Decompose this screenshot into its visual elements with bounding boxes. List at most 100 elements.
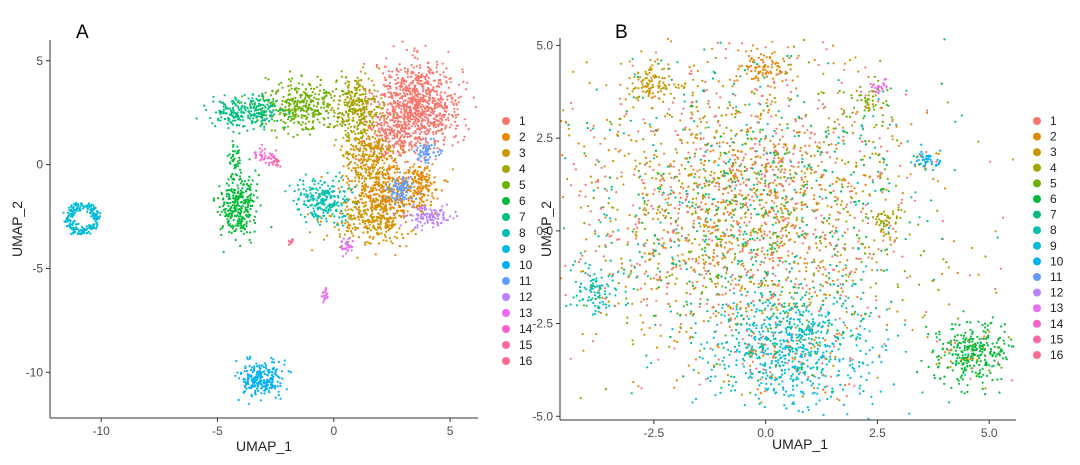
point-cluster-1 [383, 119, 386, 122]
point-cluster-12 [437, 217, 440, 220]
point-cluster-1 [384, 128, 387, 131]
point-cluster-4 [347, 116, 350, 119]
point-cluster-10 [244, 381, 247, 384]
point-cluster-5 [344, 123, 347, 127]
point-cluster-5 [296, 108, 299, 111]
point-cluster-3 [352, 130, 355, 133]
point-cluster-2 [662, 242, 666, 245]
point-cluster-7 [214, 111, 217, 114]
point-cluster-1 [734, 317, 737, 320]
point-cluster-4 [359, 119, 362, 122]
point-cluster-16 [289, 241, 292, 244]
point-cluster-2 [370, 202, 373, 205]
point-cluster-5 [282, 120, 285, 123]
point-cluster-2 [402, 209, 405, 212]
point-cluster-8 [315, 199, 319, 202]
point-cluster-6 [239, 177, 242, 180]
point-cluster-3 [366, 129, 369, 132]
point-cluster-9 [67, 206, 71, 209]
point-cluster-4 [349, 104, 352, 107]
point-cluster-1 [445, 110, 448, 113]
point-cluster-4 [362, 105, 365, 108]
point-cluster-2 [644, 156, 648, 159]
point-cluster-2 [381, 159, 384, 162]
point-cluster-3 [382, 196, 385, 199]
point-cluster-1 [403, 82, 406, 85]
point-cluster-3 [716, 229, 719, 232]
point-cluster-5 [762, 109, 765, 112]
point-cluster-3 [364, 177, 367, 180]
point-cluster-5 [310, 127, 313, 131]
point-cluster-3 [385, 158, 388, 161]
point-cluster-3 [789, 169, 792, 172]
point-cluster-1 [423, 130, 426, 134]
point-cluster-10 [264, 389, 267, 392]
y-tick-label: -5 [32, 261, 43, 275]
point-cluster-2 [426, 184, 429, 187]
point-cluster-4 [352, 116, 355, 119]
point-cluster-7 [249, 106, 252, 109]
point-cluster-1 [399, 101, 402, 104]
point-cluster-12 [445, 203, 449, 206]
point-cluster-11 [415, 197, 418, 200]
point-cluster-6 [237, 187, 240, 190]
point-cluster-7 [225, 106, 228, 109]
point-cluster-7 [818, 195, 822, 198]
point-cluster-1 [389, 91, 392, 94]
legend-label-12: 12 [519, 290, 533, 304]
point-cluster-2 [417, 173, 420, 176]
point-cluster-5 [303, 91, 307, 95]
point-cluster-2 [368, 241, 371, 244]
legend-key-3 [502, 149, 510, 157]
point-cluster-5 [316, 101, 319, 104]
point-cluster-7 [229, 109, 233, 112]
point-cluster-9 [82, 205, 85, 208]
point-cluster-3 [627, 152, 630, 155]
point-cluster-7 [246, 107, 249, 110]
point-cluster-7 [268, 106, 271, 109]
point-cluster-8 [682, 305, 685, 308]
point-cluster-4 [354, 92, 357, 95]
point-cluster-10 [276, 380, 279, 383]
point-cluster-5 [764, 279, 768, 282]
point-cluster-13 [350, 249, 353, 252]
point-cluster-8 [343, 190, 346, 193]
point-cluster-3 [374, 137, 377, 140]
point-cluster-1 [420, 120, 423, 123]
point-cluster-1 [443, 75, 446, 78]
point-cluster-8 [852, 282, 855, 285]
point-cluster-2 [405, 171, 408, 174]
point-cluster-11 [439, 152, 443, 155]
point-cluster-3 [729, 104, 732, 107]
point-cluster-11 [426, 159, 429, 162]
point-cluster-5 [305, 102, 308, 105]
point-cluster-1 [589, 129, 592, 132]
point-cluster-3 [710, 47, 714, 50]
point-cluster-6 [228, 153, 231, 156]
point-cluster-2 [426, 165, 429, 168]
point-cluster-1 [447, 50, 450, 53]
point-cluster-2 [421, 179, 424, 182]
point-cluster-2 [711, 259, 715, 262]
point-cluster-12 [420, 207, 423, 210]
point-cluster-6 [230, 206, 233, 209]
point-cluster-3 [639, 314, 642, 317]
point-cluster-1 [429, 122, 433, 125]
point-cluster-4 [372, 95, 375, 98]
point-cluster-2 [390, 166, 393, 169]
point-cluster-9 [66, 220, 69, 223]
point-cluster-1 [454, 127, 457, 130]
point-cluster-8 [789, 160, 793, 163]
point-cluster-2 [793, 240, 796, 244]
point-cluster-2 [431, 195, 434, 198]
point-cluster-3 [349, 148, 352, 151]
point-cluster-1 [691, 257, 694, 261]
point-cluster-3 [385, 217, 388, 220]
point-cluster-1 [369, 150, 372, 153]
point-cluster-1 [401, 134, 404, 137]
point-cluster-12 [440, 222, 443, 225]
point-cluster-4 [349, 94, 352, 97]
point-cluster-5 [306, 109, 309, 112]
point-cluster-8 [328, 187, 332, 190]
